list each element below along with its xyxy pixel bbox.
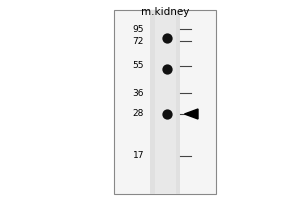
Polygon shape bbox=[184, 109, 198, 119]
Point bbox=[164, 112, 169, 116]
Text: 55: 55 bbox=[133, 62, 144, 71]
Point bbox=[164, 36, 169, 40]
Bar bbox=[150, 10, 180, 194]
Text: 28: 28 bbox=[133, 110, 144, 118]
Bar bbox=[114, 10, 216, 194]
Text: 72: 72 bbox=[133, 36, 144, 46]
Bar bbox=[154, 10, 176, 194]
Text: 17: 17 bbox=[133, 152, 144, 160]
Text: 95: 95 bbox=[133, 24, 144, 33]
Text: 36: 36 bbox=[133, 88, 144, 98]
Text: m.kidney: m.kidney bbox=[141, 7, 189, 17]
Point bbox=[164, 67, 169, 71]
